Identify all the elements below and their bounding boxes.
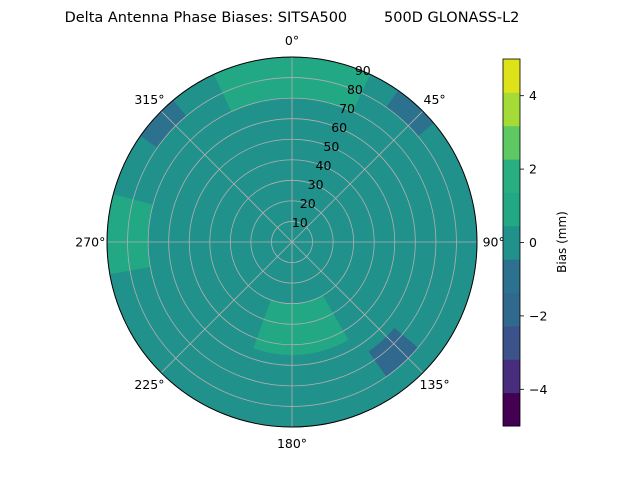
colorbar-band — [503, 92, 520, 127]
colorbar-band — [503, 59, 520, 93]
polar-grid — [106, 56, 478, 428]
contour-region-west-high — [107, 194, 153, 275]
colorbar-tick-label: −2 — [529, 308, 547, 323]
radial-tick-label: 60 — [331, 120, 347, 135]
colorbar-band — [503, 325, 520, 360]
radial-tick-label: 10 — [292, 215, 308, 230]
colorbar-band — [503, 392, 520, 427]
colorbar-band — [503, 192, 520, 227]
colorbar-label: Bias (mm) — [555, 211, 569, 273]
azimuth-label: 90° — [483, 235, 505, 250]
grid-spoke — [160, 110, 293, 243]
colorbar-bands — [503, 59, 520, 427]
colorbar-band — [503, 225, 520, 260]
radial-tick-label: 30 — [308, 177, 324, 192]
azimuth-label: 270° — [75, 235, 105, 250]
polar-frame — [106, 56, 478, 428]
colorbar-ticks: −4 −2 0 2 4 — [520, 88, 547, 397]
colorbar-tick-label: 0 — [529, 235, 537, 250]
radial-tick-label: 90 — [355, 63, 371, 78]
colorbar-tick-label: −4 — [529, 382, 547, 397]
azimuth-label: 0° — [285, 33, 299, 48]
radial-tick-label: 70 — [339, 101, 355, 116]
chart-title: Delta Antenna Phase Biases: SITSA500 500… — [65, 10, 520, 26]
azimuth-label: 45° — [424, 92, 446, 107]
grid-spoke — [160, 241, 293, 374]
contour-region-south-high — [253, 295, 349, 356]
colorbar-tick-label: 2 — [529, 162, 537, 177]
azimuth-label: 135° — [420, 377, 450, 392]
colorbar-band — [503, 292, 520, 327]
contour-region-northeast-edge-low — [386, 90, 434, 137]
radial-tick-label: 20 — [300, 196, 316, 211]
colorbar-band — [503, 259, 520, 294]
azimuth-label: 315° — [134, 92, 164, 107]
colorbar-band — [503, 159, 520, 193]
radial-tick-label: 50 — [323, 139, 339, 154]
colorbar: −4 −2 0 2 4 Bias (mm) — [502, 58, 569, 427]
grid-spoke — [291, 241, 424, 374]
grid-spoke — [291, 110, 424, 243]
radial-tick-labels: 10 20 30 40 50 60 70 80 90 — [292, 63, 371, 230]
colorbar-tick-label: 4 — [529, 88, 537, 103]
radial-tick-label: 80 — [347, 82, 363, 97]
azimuth-tick-labels: 0° 45° 90° 135° 180° 225° 270° 315° — [75, 33, 504, 451]
azimuth-label: 180° — [277, 436, 307, 451]
colorbar-band — [503, 125, 520, 160]
azimuth-label: 225° — [134, 377, 164, 392]
colorbar-band — [503, 359, 520, 394]
contour-region-northwest-edge-low — [140, 100, 187, 148]
polar-plot: 10 20 30 40 50 60 70 80 90 0° 45° 90° 135° 180° 225° 2… — [75, 33, 504, 451]
contour-region-southeast-low — [368, 327, 418, 377]
radial-tick-label: 40 — [316, 158, 332, 173]
